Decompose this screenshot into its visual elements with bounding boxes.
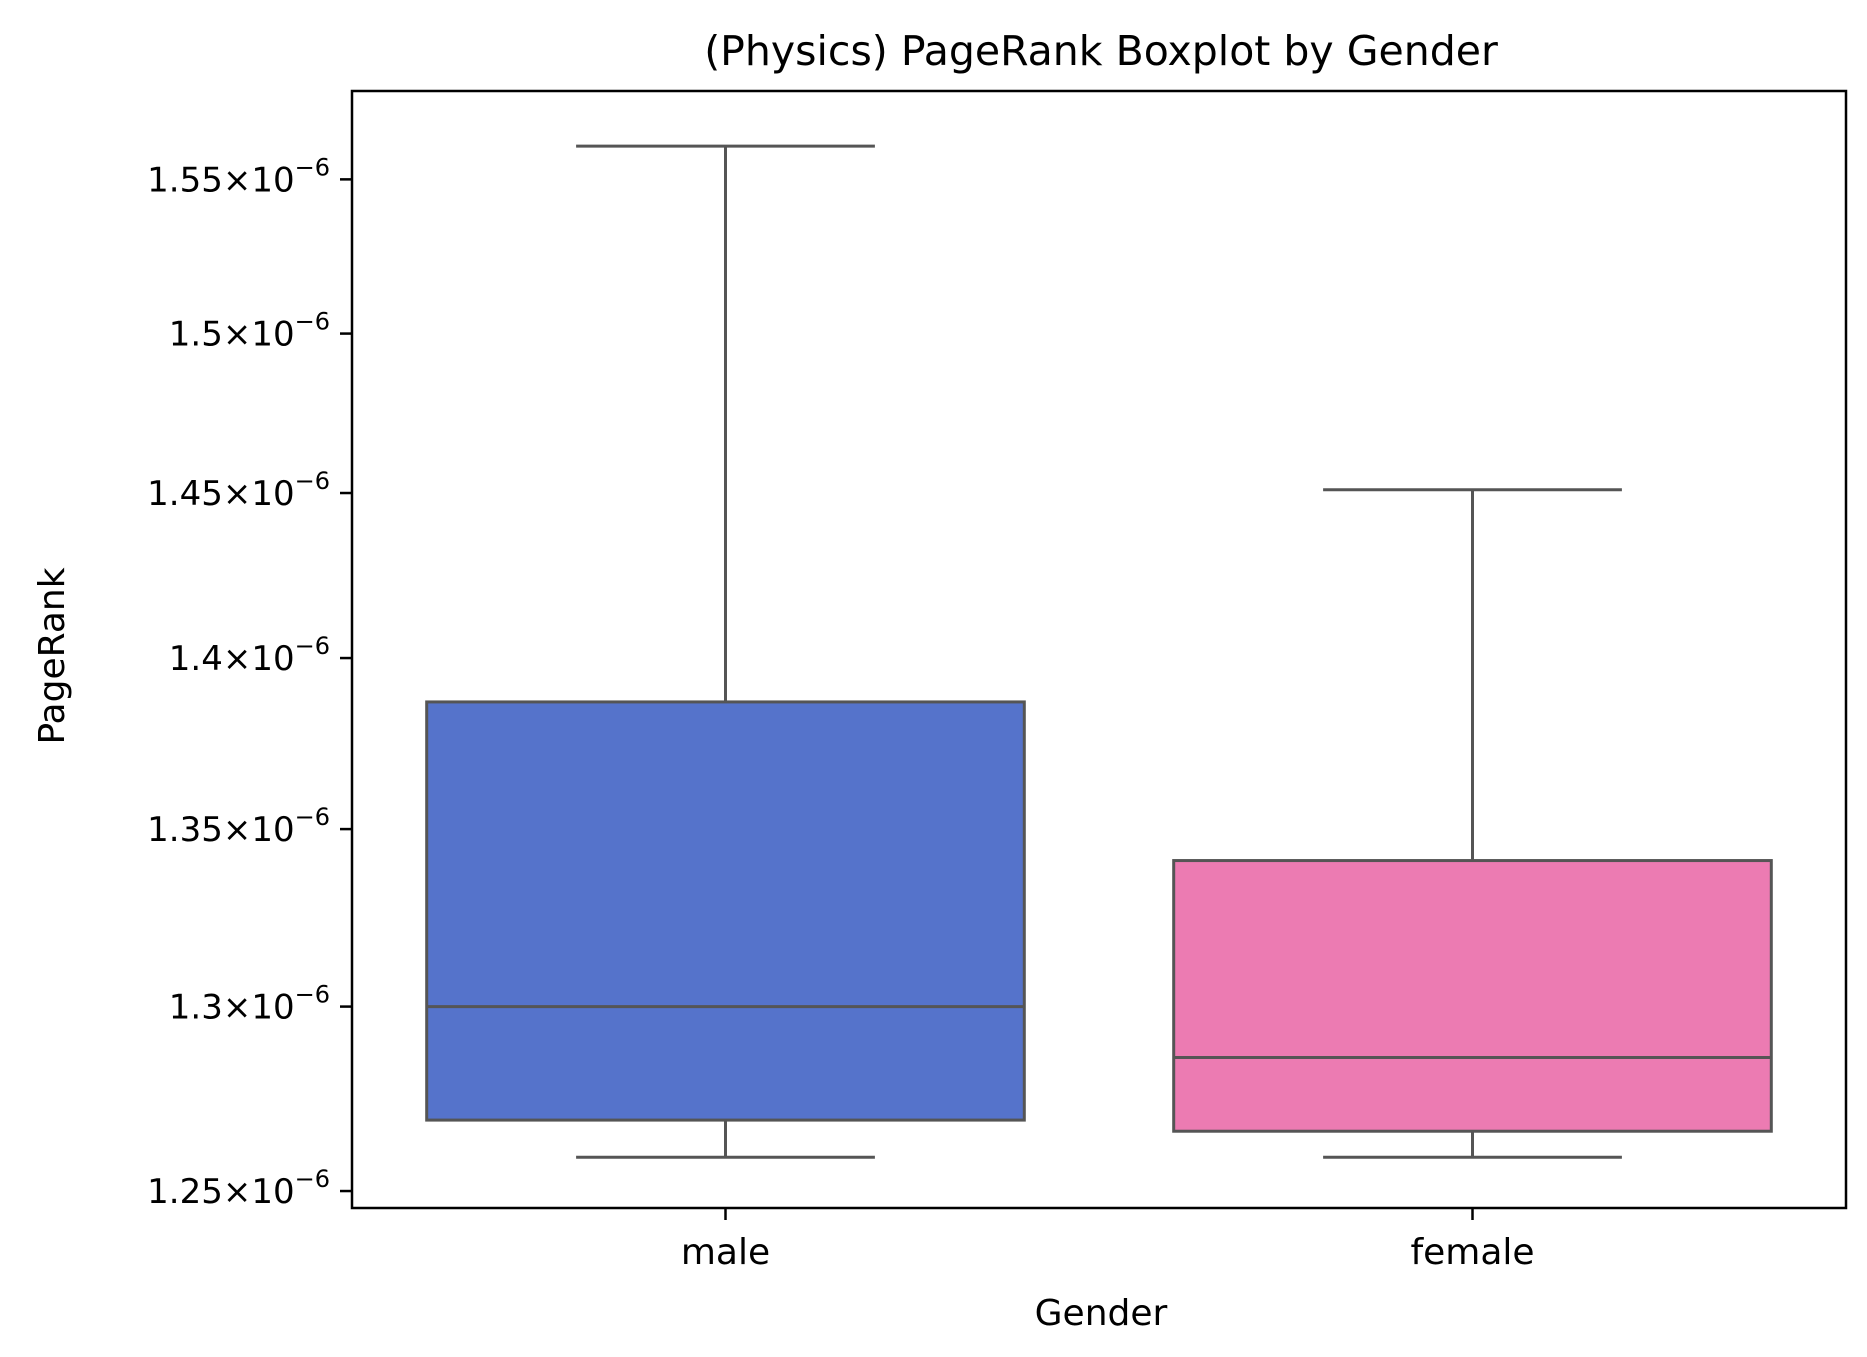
y-tick-base: ×10 [223,810,295,850]
y-tick-exponent: −6 [295,803,330,831]
y-tick-exponent: −6 [295,1165,330,1193]
y-tick-label: 1.45×10−6 [147,467,330,514]
y-tick-label: 1.3×10−6 [169,981,330,1028]
y-tick-label: 1.25×10−6 [147,1165,330,1212]
y-tick-exponent: −6 [295,467,330,495]
y-tick-base: ×10 [223,160,295,200]
y-tick-mantissa: 1.35 [147,810,223,850]
y-tick-mantissa: 1.25 [147,1172,223,1212]
y-tick-label: 1.35×10−6 [147,803,330,850]
x-tick-label-male: male [681,1232,770,1273]
y-tick-base: ×10 [223,988,295,1028]
y-tick-mantissa: 1.4 [169,639,223,679]
y-tick-base: ×10 [223,1172,295,1212]
y-tick-exponent: −6 [295,632,330,660]
y-tick-exponent: −6 [295,153,330,181]
y-tick-base: ×10 [223,315,295,355]
axes-frame [350,89,1848,1210]
y-tick-label: 1.5×10−6 [169,308,330,355]
y-tick-exponent: −6 [295,981,330,1009]
y-tick-mantissa: 1.3 [169,988,223,1028]
y-tick-mantissa: 1.5 [169,315,223,355]
y-tick-mantissa: 1.55 [147,160,223,200]
y-tick-base: ×10 [223,639,295,679]
y-tick-exponent: −6 [295,308,330,336]
y-tick-base: ×10 [223,474,295,514]
y-axis-label: PageRank [32,567,73,744]
x-axis-label: Gender [1035,1293,1168,1334]
y-tick-label: 1.4×10−6 [169,632,330,679]
chart-title: (Physics) PageRank Boxplot by Gender [704,27,1498,75]
y-tick-mantissa: 1.45 [147,474,223,514]
box-female [1172,859,1773,1133]
x-tick-label-female: female [1410,1232,1534,1273]
plot-area: 1.25×10−61.3×10−61.35×10−61.4×10−61.45×1… [147,89,1848,1273]
y-tick-label: 1.55×10−6 [147,153,330,200]
box-male [425,700,1026,1122]
